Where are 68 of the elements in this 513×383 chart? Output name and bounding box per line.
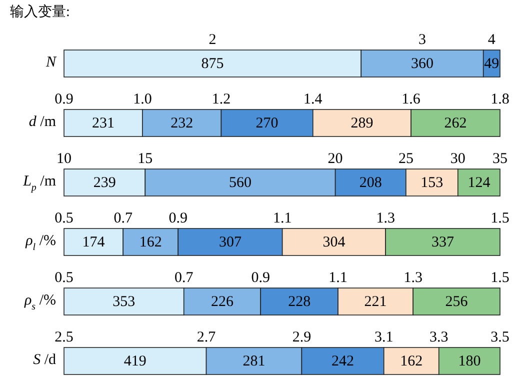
- chart-title: 输入变量:: [10, 4, 70, 20]
- annotation: 0.5: [54, 210, 74, 226]
- data-label: 162: [139, 234, 162, 250]
- y-tick-label: ρ$_{l}$ /%: [24, 233, 56, 253]
- annotation: 1.2: [212, 92, 231, 108]
- annotation: 2.9: [292, 330, 312, 346]
- annotation: 2.5: [54, 330, 74, 346]
- annotation: 20: [328, 151, 343, 167]
- annotation: 1.4: [304, 92, 323, 108]
- y-tick-label: L$_{p}$ /m: [22, 174, 56, 194]
- data-label: 221: [364, 294, 387, 310]
- series-label: 4: [488, 32, 496, 48]
- data-label: 232: [170, 115, 194, 132]
- data-label: 231: [92, 115, 114, 132]
- data-label: 226: [210, 294, 234, 310]
- annotation: 0.9: [168, 210, 188, 226]
- data-label: 307: [218, 234, 242, 250]
- annotation: 1.5: [490, 270, 510, 286]
- data-label: 239: [93, 174, 116, 191]
- annotation: 25: [398, 151, 414, 167]
- data-label: 337: [432, 234, 455, 250]
- data-label: 228: [288, 294, 311, 310]
- data-label: 162: [400, 353, 423, 370]
- data-label: 304: [322, 234, 346, 250]
- data-label: 180: [458, 353, 481, 370]
- annotation: 1.1: [328, 270, 348, 286]
- y-tick-label: d /m: [28, 114, 56, 130]
- annotation: 0.9: [54, 92, 74, 108]
- data-label: 242: [332, 353, 354, 370]
- data-label: 419: [124, 353, 146, 370]
- annotation: 3.5: [490, 330, 510, 346]
- annotation: 0.7: [174, 270, 194, 286]
- annotation: 1.1: [272, 210, 292, 226]
- annotation: 30: [450, 151, 466, 167]
- annotation: 0.5: [54, 270, 74, 286]
- data-label: 289: [350, 115, 374, 132]
- data-label: 208: [359, 174, 382, 191]
- data-label: 875: [201, 56, 224, 72]
- data-label: 256: [445, 294, 468, 310]
- annotation: 0.9: [251, 270, 270, 286]
- annotation: 0.7: [114, 210, 133, 226]
- data-label: 270: [256, 115, 278, 132]
- annotation: 35: [492, 151, 508, 167]
- annotation: 1.5: [490, 210, 510, 226]
- annotation: 2.7: [196, 330, 216, 346]
- data-label: 124: [468, 174, 491, 191]
- annotation: 1.3: [404, 270, 422, 286]
- annotation: 3.1: [374, 330, 394, 346]
- annotation: 1.0: [133, 92, 152, 108]
- data-label: 360: [410, 56, 434, 72]
- series-label: 3: [418, 32, 426, 48]
- y-tick-label: S /d: [33, 352, 56, 368]
- annotation: 1.6: [402, 92, 421, 108]
- annotation: 3.3: [430, 330, 448, 346]
- data-label: 49: [484, 56, 500, 72]
- y-tick-label: N: [44, 54, 57, 71]
- annotation: 10: [56, 151, 72, 167]
- series-label: 2: [208, 32, 216, 48]
- data-label: 262: [444, 115, 467, 132]
- data-label: 560: [228, 174, 252, 191]
- data-label: 174: [82, 234, 106, 250]
- annotation: 1.8: [490, 92, 510, 108]
- data-label: 153: [420, 174, 444, 191]
- data-label: 281: [242, 353, 266, 370]
- y-tick-label: ρ$_{s}$ /%: [23, 292, 56, 312]
- annotation: 1.3: [376, 210, 395, 226]
- data-label: 353: [112, 294, 136, 310]
- annotation: 15: [138, 151, 153, 167]
